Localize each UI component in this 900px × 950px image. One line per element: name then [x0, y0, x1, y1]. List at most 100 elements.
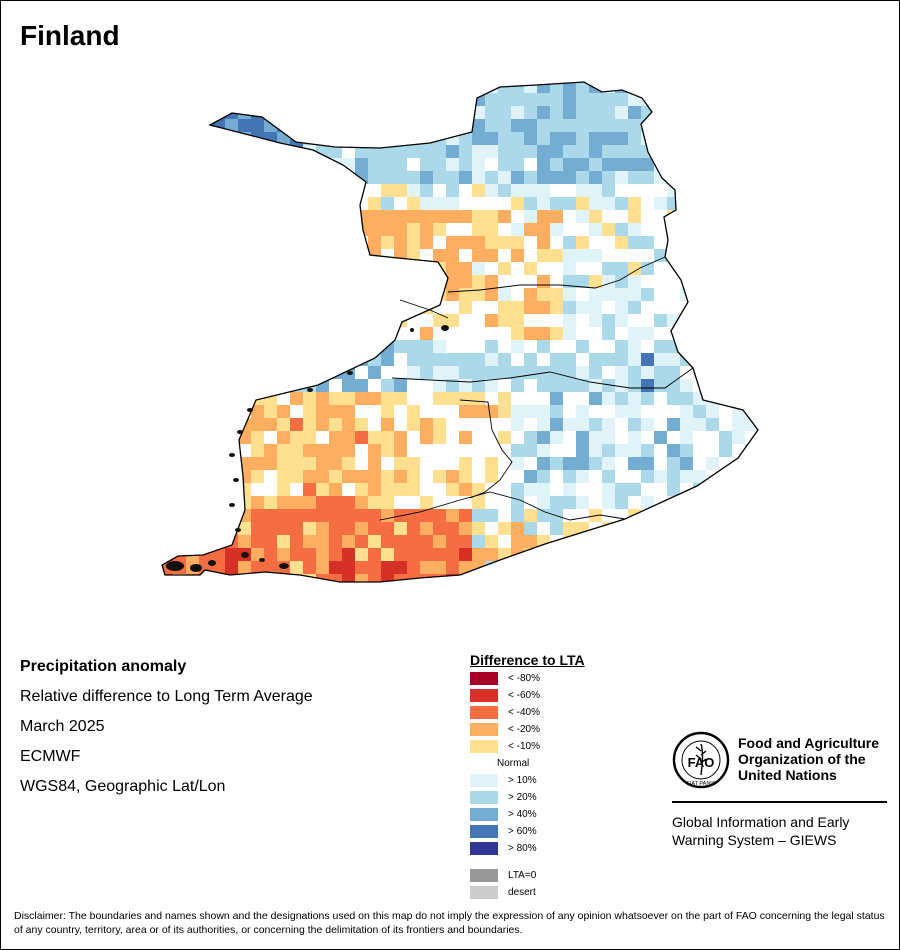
anomaly-cell: [407, 457, 421, 471]
anomaly-cell: [316, 197, 330, 211]
anomaly-cell: [355, 119, 369, 133]
anomaly-cell: [251, 301, 265, 315]
anomaly-cell: [316, 587, 330, 601]
anomaly-cell: [303, 197, 317, 211]
anomaly-cell: [680, 509, 694, 523]
anomaly-cell: [381, 431, 395, 445]
anomaly-cell: [589, 418, 603, 432]
anomaly-cell: [173, 392, 187, 406]
anomaly-cell: [199, 184, 213, 198]
anomaly-cell: [732, 470, 746, 484]
anomaly-cell: [589, 275, 603, 289]
anomaly-cell: [355, 106, 369, 120]
anomaly-cell: [407, 340, 421, 354]
anomaly-cell: [732, 379, 746, 393]
anomaly-cell: [368, 327, 382, 341]
anomaly-cell: [173, 210, 187, 224]
anomaly-cell: [498, 470, 512, 484]
anomaly-cell: [589, 132, 603, 146]
fao-logo-text: FAO: [688, 755, 715, 770]
anomaly-cell: [628, 197, 642, 211]
anomaly-cell: [732, 366, 746, 380]
anomaly-cell: [615, 327, 629, 341]
anomaly-cell: [563, 262, 577, 276]
anomaly-cell: [186, 158, 200, 172]
anomaly-cell: [290, 314, 304, 328]
anomaly-cell: [290, 275, 304, 289]
anomaly-cell: [420, 236, 434, 250]
anomaly-cell: [524, 262, 538, 276]
anomaly-cell: [225, 574, 239, 582]
anomaly-cell: [162, 522, 174, 536]
anomaly-cell: [654, 561, 668, 575]
anomaly-cell: [394, 405, 408, 419]
anomaly-cell: [719, 106, 733, 120]
anomaly-cell: [173, 470, 187, 484]
anomaly-cell: [459, 587, 473, 601]
anomaly-cell: [537, 158, 551, 172]
anomaly-cell: [381, 197, 395, 211]
anomaly-cell: [563, 288, 577, 302]
anomaly-cell: [394, 587, 408, 601]
anomaly-cell: [524, 470, 538, 484]
anomaly-cell: [732, 132, 746, 146]
anomaly-cell: [368, 301, 382, 315]
anomaly-cell: [277, 82, 291, 94]
anomaly-cell: [162, 340, 174, 354]
anomaly-cell: [199, 379, 213, 393]
anomaly-cell: [264, 197, 278, 211]
anomaly-cell: [524, 522, 538, 536]
anomaly-cell: [407, 119, 421, 133]
anomaly-cell: [162, 314, 174, 328]
anomaly-cell: [238, 457, 252, 471]
anomaly-cell: [615, 444, 629, 458]
anomaly-cell: [602, 210, 616, 224]
anomaly-cell: [420, 457, 434, 471]
anomaly-cell: [524, 392, 538, 406]
anomaly-cell: [745, 587, 759, 601]
anomaly-cell: [758, 249, 772, 263]
anomaly-cell: [654, 340, 668, 354]
anomaly-cell: [368, 262, 382, 276]
anomaly-cell: [238, 314, 252, 328]
anomaly-cell: [368, 210, 382, 224]
anomaly-cell: [303, 587, 317, 601]
anomaly-cell: [758, 145, 772, 159]
anomaly-cell: [186, 366, 200, 380]
anomaly-cell: [251, 457, 265, 471]
anomaly-cell: [446, 431, 460, 445]
anomaly-cell: [433, 548, 447, 562]
anomaly-cell: [459, 288, 473, 302]
anomaly-cell: [420, 561, 434, 575]
anomaly-cell: [745, 574, 758, 582]
anomaly-cell: [628, 288, 642, 302]
anomaly-cell: [303, 262, 317, 276]
anomaly-cell: [537, 223, 551, 237]
anomaly-cell: [732, 587, 746, 601]
anomaly-cell: [628, 574, 642, 582]
anomaly-cell: [576, 197, 590, 211]
anomaly-cell: [654, 223, 668, 237]
anomaly-cell: [719, 340, 733, 354]
anomaly-cell: [420, 82, 434, 94]
anomaly-cell: [212, 171, 226, 185]
anomaly-cell: [732, 457, 746, 471]
anomaly-cell: [654, 392, 668, 406]
anomaly-cell: [355, 444, 369, 458]
anomaly-cell: [303, 457, 317, 471]
anomaly-cell: [472, 379, 486, 393]
anomaly-cell: [745, 314, 758, 328]
anomaly-cell: [225, 197, 239, 211]
anomaly-cell: [251, 431, 265, 445]
anomaly-cell: [329, 366, 343, 380]
anomaly-cell: [498, 327, 512, 341]
anomaly-cell: [758, 535, 772, 549]
anomaly-cell: [342, 353, 356, 367]
anomaly-cell: [394, 548, 408, 562]
anomaly-cell: [498, 496, 512, 510]
anomaly-cell: [550, 197, 564, 211]
anomaly-cell: [303, 275, 317, 289]
anomaly-cell: [537, 418, 551, 432]
anomaly-cell: [563, 366, 577, 380]
anomaly-cell: [381, 444, 395, 458]
